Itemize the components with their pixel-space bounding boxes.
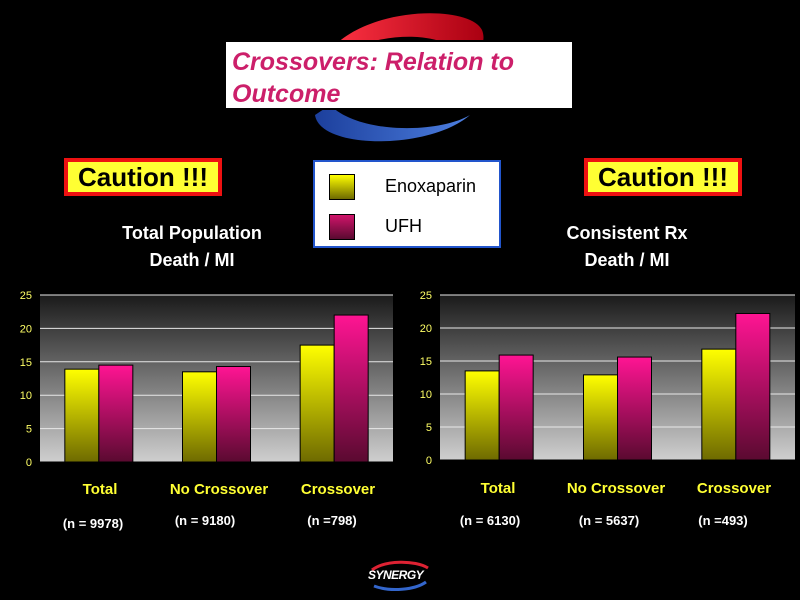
- y-tick-label: 10: [20, 390, 32, 402]
- caution-badge-right: Caution !!!: [584, 158, 742, 196]
- bar-ufh-no-crossover: [216, 365, 251, 463]
- y-tick-label: 0: [426, 455, 432, 467]
- y-tick-label: 25: [420, 290, 432, 302]
- y-tick-label: 5: [26, 424, 32, 436]
- chart-left-total-population: 0 5 10 15 20 25: [20, 290, 393, 469]
- bar-ufh-total: [498, 354, 534, 461]
- bar-enoxaparin-no-crossover: [182, 371, 217, 463]
- chart-right-category-crossover: Crossover: [696, 480, 772, 497]
- chart-left-title-line1: Total Population: [122, 223, 262, 243]
- chart-left-title-line2: Death / MI: [149, 250, 235, 270]
- legend-label-enoxaparin: Enoxaparin: [385, 176, 477, 196]
- chart-left-category-total: Total: [82, 481, 118, 498]
- legend-label-ufh: UFH: [385, 216, 422, 236]
- bar-enoxaparin-total: [464, 370, 500, 461]
- bar-enoxaparin-total: [64, 368, 100, 463]
- y-tick-label: 25: [20, 290, 32, 302]
- synergy-logo-text: SYNERGY: [368, 568, 424, 582]
- bar-ufh-crossover: [333, 314, 369, 463]
- chart-right-n-total: (n = 6130): [459, 513, 521, 528]
- legend-swatch-enoxaparin: [329, 174, 355, 200]
- y-tick-label: 10: [420, 389, 432, 401]
- bar-ufh-no-crossover: [617, 356, 652, 461]
- chart-left-title: Total Population Death / MI: [92, 220, 292, 274]
- bar-enoxaparin-no-crossover: [583, 374, 618, 461]
- caution-badge-left: Caution !!!: [64, 158, 222, 196]
- chart-right-category-no-crossover: No Crossover: [566, 480, 666, 497]
- slide-title: Crossovers: Relation to Outcome: [224, 40, 574, 110]
- chart-left-n-crossover: (n =798): [307, 513, 357, 528]
- chart-right-category-total: Total: [480, 480, 516, 497]
- legend-swatch-ufh: [329, 214, 355, 240]
- chart-right-consistent-rx: 0 5 10 15 20 25: [420, 290, 795, 467]
- y-tick-label: 5: [426, 422, 432, 434]
- chart-left-category-crossover: Crossover: [300, 481, 376, 498]
- y-tick-label: 20: [20, 323, 32, 335]
- chart-right-n-crossover: (n =493): [698, 513, 748, 528]
- chart-right-title-line2: Death / MI: [584, 250, 670, 270]
- legend: Enoxaparin UFH: [313, 160, 501, 248]
- bar-ufh-total: [98, 364, 134, 463]
- chart-right-title-line1: Consistent Rx: [566, 223, 688, 243]
- synergy-logo: SYNERGY: [360, 560, 440, 592]
- y-tick-label: 0: [26, 457, 32, 469]
- y-tick-label: 20: [420, 323, 432, 335]
- chart-left-n-total: (n = 9978): [62, 516, 124, 531]
- bar-ufh-crossover: [735, 312, 771, 461]
- swoosh-logo-graphic: [315, 13, 484, 142]
- chart-left-n-no-crossover: (n = 9180): [174, 513, 236, 528]
- synergy-logo-swoosh-icon: [371, 560, 429, 591]
- y-tick-label: 15: [20, 357, 32, 369]
- chart-left-category-no-crossover: No Crossover: [169, 481, 269, 498]
- chart-right-n-no-crossover: (n = 5637): [578, 513, 640, 528]
- chart-right-title: Consistent Rx Death / MI: [527, 220, 727, 274]
- bar-enoxaparin-crossover: [701, 348, 737, 461]
- y-tick-label: 15: [420, 356, 432, 368]
- bar-enoxaparin-crossover: [299, 344, 335, 463]
